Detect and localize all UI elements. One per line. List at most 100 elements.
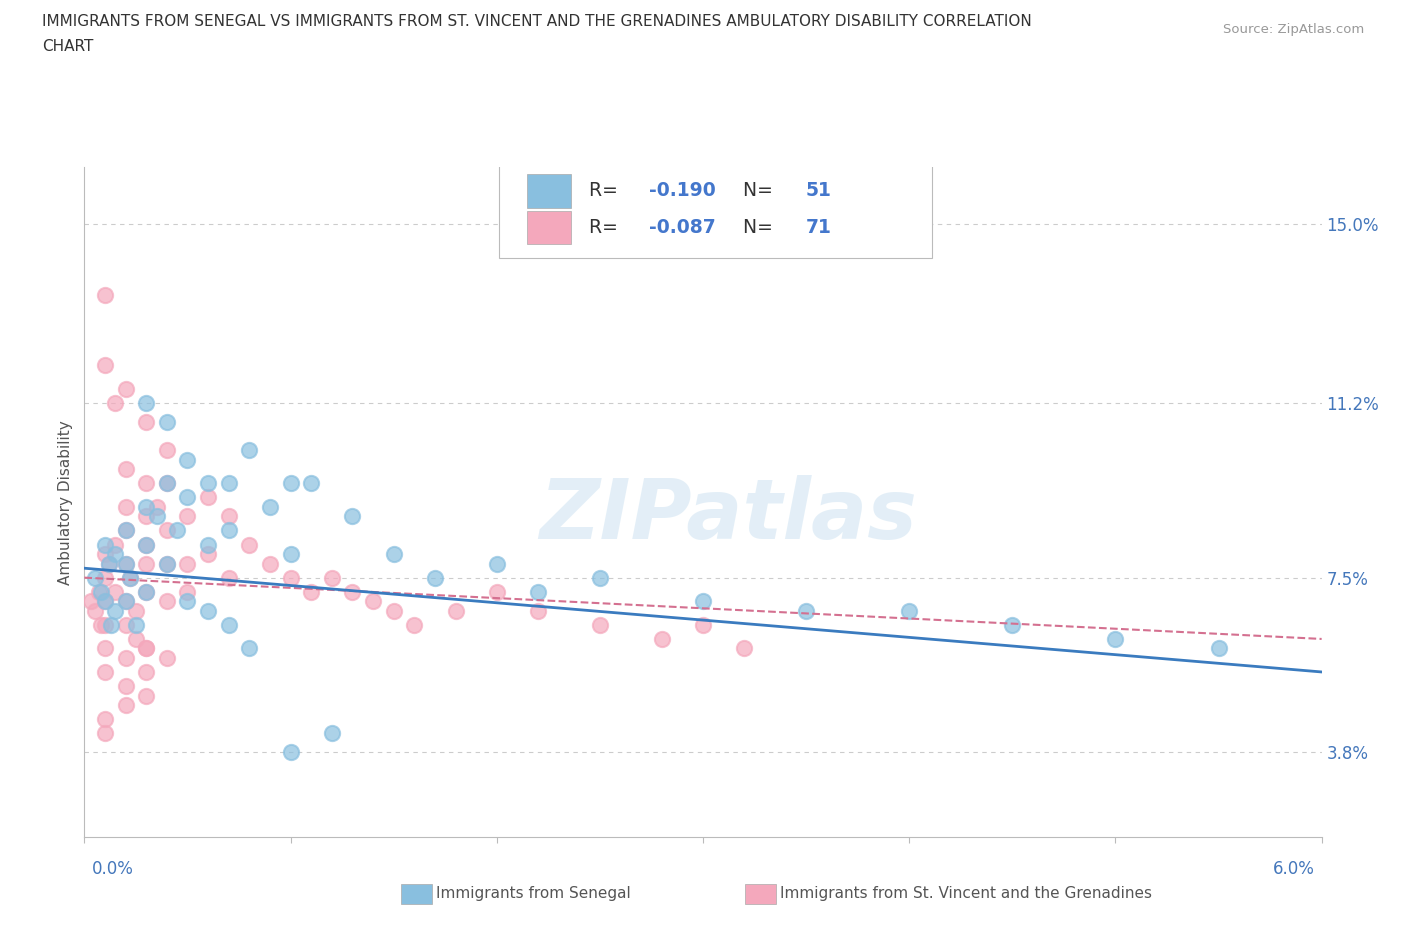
Point [218, 509, 240, 524]
Point [104, 604, 127, 618]
Point [342, 509, 364, 524]
Point [238, 538, 260, 552]
Point [135, 509, 157, 524]
Point [98, 556, 121, 571]
Point [156, 593, 179, 608]
Point [135, 415, 157, 430]
Point [197, 604, 219, 618]
Point [135, 538, 157, 552]
Point [156, 556, 179, 571]
Point [444, 604, 467, 618]
Point [1208, 641, 1230, 656]
Point [135, 665, 157, 680]
Point [94, 593, 117, 608]
Point [280, 570, 302, 585]
Point [423, 570, 446, 585]
Point [342, 584, 364, 599]
Point [589, 570, 612, 585]
Point [135, 688, 157, 703]
Point [156, 556, 179, 571]
Point [135, 641, 157, 656]
Point [114, 499, 136, 514]
Point [485, 556, 508, 571]
Point [651, 631, 673, 646]
Point [135, 641, 157, 656]
Point [114, 593, 136, 608]
Point [94, 618, 117, 632]
Text: -0.190: -0.190 [648, 181, 716, 200]
Point [238, 443, 260, 458]
Text: 71: 71 [806, 219, 831, 237]
Point [321, 725, 343, 740]
Point [280, 745, 302, 760]
Point [114, 556, 136, 571]
Point [83, 604, 105, 618]
Point [733, 641, 755, 656]
Point [135, 396, 157, 411]
Point [259, 499, 281, 514]
Point [114, 679, 136, 694]
Point [692, 593, 714, 608]
Text: Immigrants from St. Vincent and the Grenadines: Immigrants from St. Vincent and the Gren… [780, 886, 1153, 901]
Point [382, 604, 405, 618]
Point [299, 476, 322, 491]
Point [114, 523, 136, 538]
Point [361, 593, 384, 608]
Point [83, 570, 105, 585]
Point [280, 547, 302, 562]
Point [94, 547, 117, 562]
Point [238, 641, 260, 656]
Point [176, 509, 198, 524]
Point [527, 584, 550, 599]
Point [259, 556, 281, 571]
Point [135, 584, 157, 599]
Point [218, 570, 240, 585]
Point [94, 287, 117, 302]
Text: 0.0%: 0.0% [91, 860, 134, 878]
Point [176, 593, 198, 608]
Point [176, 490, 198, 505]
Point [176, 452, 198, 467]
Point [197, 476, 219, 491]
Point [114, 618, 136, 632]
FancyBboxPatch shape [499, 161, 932, 258]
Text: N=: N= [731, 219, 779, 237]
FancyBboxPatch shape [527, 211, 571, 245]
Point [135, 538, 157, 552]
Point [156, 523, 179, 538]
Point [114, 593, 136, 608]
Point [145, 499, 167, 514]
Point [197, 490, 219, 505]
Point [794, 604, 817, 618]
Point [135, 476, 157, 491]
Text: R=: R= [589, 219, 624, 237]
Point [166, 523, 188, 538]
Text: Immigrants from Senegal: Immigrants from Senegal [436, 886, 631, 901]
Point [90, 584, 112, 599]
Point [176, 556, 198, 571]
Point [104, 396, 127, 411]
Point [98, 556, 121, 571]
Point [1001, 618, 1024, 632]
Point [100, 618, 122, 632]
Text: Source: ZipAtlas.com: Source: ZipAtlas.com [1223, 23, 1364, 36]
Point [280, 476, 302, 491]
Point [1104, 631, 1126, 646]
Point [527, 604, 550, 618]
Point [118, 570, 141, 585]
Point [94, 641, 117, 656]
Point [156, 476, 179, 491]
Point [114, 381, 136, 396]
Point [692, 618, 714, 632]
Point [79, 593, 101, 608]
Point [299, 584, 322, 599]
Point [485, 584, 508, 599]
Point [898, 604, 921, 618]
Point [118, 570, 141, 585]
Text: ZIPatlas: ZIPatlas [538, 475, 917, 556]
Point [125, 631, 148, 646]
Point [114, 462, 136, 477]
Point [125, 604, 148, 618]
Text: IMMIGRANTS FROM SENEGAL VS IMMIGRANTS FROM ST. VINCENT AND THE GRENADINES AMBULA: IMMIGRANTS FROM SENEGAL VS IMMIGRANTS FR… [42, 14, 1032, 29]
Point [94, 665, 117, 680]
